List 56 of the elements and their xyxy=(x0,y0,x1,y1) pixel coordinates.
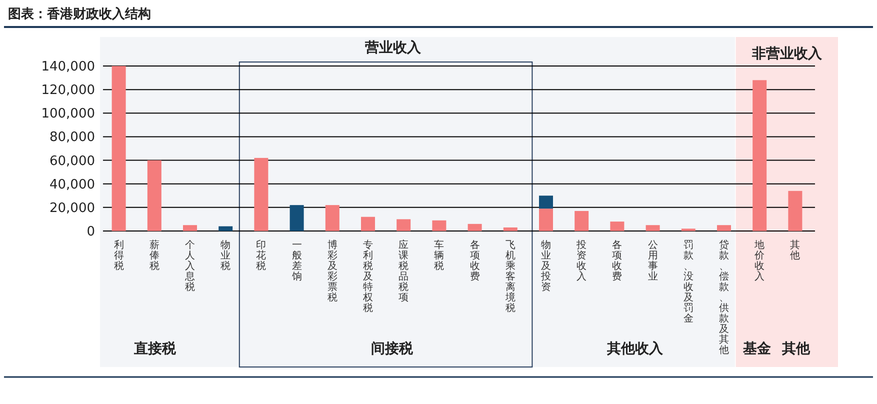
text: 间接税 xyxy=(371,340,414,357)
x-tick-label: 飞机乘客离境税 xyxy=(505,240,516,314)
x-tick-label: 印花税 xyxy=(256,240,266,272)
x-tick-label: 各项收费 xyxy=(612,240,622,282)
bar xyxy=(468,224,482,231)
x-tick-label: 其他 xyxy=(790,240,800,262)
x-tick-label: 应课税品税项 xyxy=(398,240,409,304)
x-tick-label: 物业税 xyxy=(220,240,231,272)
bar xyxy=(574,210,589,231)
bar xyxy=(147,160,162,231)
bar xyxy=(646,225,660,231)
bar xyxy=(396,219,411,231)
bar xyxy=(112,66,126,231)
x-tick-label: 投资收入 xyxy=(576,240,587,282)
band-label: 非营业收入 xyxy=(750,46,823,62)
x-tick-label: 博彩及彩票税 xyxy=(327,240,338,304)
x-tick-label: 一般差饷 xyxy=(292,240,302,282)
text: 其他 xyxy=(781,341,811,357)
bar xyxy=(610,222,624,231)
bar xyxy=(788,190,802,231)
y-tick-label: 140,000 xyxy=(41,60,95,74)
x-tick-label: 贷款、偿款、供款及其他 xyxy=(719,240,729,356)
x-tick-label: 个人入息税 xyxy=(185,240,195,293)
bar xyxy=(503,227,518,231)
text: 其他收入 xyxy=(606,341,664,357)
y-tick-label: 60,000 xyxy=(50,154,95,169)
text: 基金 xyxy=(742,341,772,357)
bar xyxy=(254,158,268,231)
bar xyxy=(325,205,340,231)
x-tick-label: 薪俸税 xyxy=(149,240,160,272)
bar xyxy=(539,196,553,209)
y-tick-label: 100,000 xyxy=(41,106,95,122)
y-tick-label: 80,000 xyxy=(50,130,95,146)
x-tick-label: 公用事业 xyxy=(648,240,658,282)
y-tick-label: 20,000 xyxy=(50,200,95,216)
text: 直接税 xyxy=(133,340,177,357)
bar xyxy=(539,208,553,231)
y-tick-label: 0 xyxy=(86,224,95,240)
x-tick-label: 各项收费 xyxy=(470,240,480,282)
y-tick-label: 40,000 xyxy=(50,177,95,192)
bar xyxy=(432,220,446,231)
x-tick-label: 罚款、没收及罚金 xyxy=(683,240,694,324)
x-tick-label: 物业及投资 xyxy=(541,240,551,293)
chart-title: 图表：香港财政收入结构 xyxy=(8,6,151,22)
bar xyxy=(218,226,233,231)
x-tick-label: 车辆税 xyxy=(434,240,444,272)
text: 营业收入 xyxy=(364,40,422,56)
x-tick-label: 地价收入 xyxy=(754,240,765,282)
y-tick-label: 120,000 xyxy=(41,83,95,98)
bar xyxy=(361,216,375,231)
bar xyxy=(183,225,197,231)
x-tick-label: 利得税 xyxy=(114,240,124,272)
bar xyxy=(290,205,304,231)
bar xyxy=(752,80,767,231)
bar xyxy=(717,225,731,231)
x-tick-label: 专利税及特权税 xyxy=(363,240,373,314)
